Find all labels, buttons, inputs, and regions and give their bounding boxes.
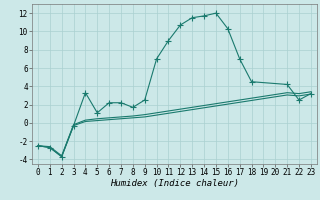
X-axis label: Humidex (Indice chaleur): Humidex (Indice chaleur) [110, 179, 239, 188]
